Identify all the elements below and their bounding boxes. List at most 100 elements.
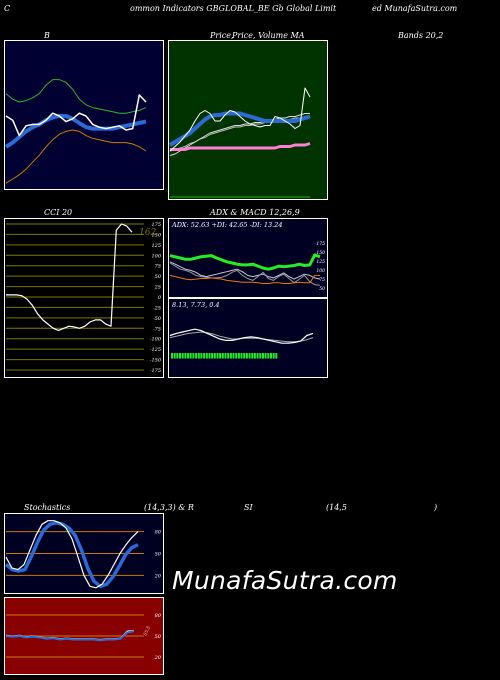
cci-tick-label: 75 xyxy=(155,264,161,270)
price-overlap-label: Price, xyxy=(210,31,234,40)
macd-chart: 8.13, 7.73, 0.4 xyxy=(168,298,328,378)
cci-tick-label: 125 xyxy=(151,243,161,249)
cci-label: CCI 20 xyxy=(44,208,73,217)
bb-label: B xyxy=(44,31,50,40)
cci-tick-label: 0 xyxy=(158,295,162,301)
macd-histogram-bar xyxy=(200,353,203,359)
adx-minus-di xyxy=(169,262,321,286)
cci-tick-label: 150 xyxy=(151,232,161,238)
macd-histogram-bar xyxy=(235,353,238,359)
cci-panel: 175 150 125 100 75 50 25 0 -25 -50 -75 -100 -125 -150… xyxy=(4,218,164,378)
cci-tick-label: -25 xyxy=(153,305,161,311)
macd-histogram-bar xyxy=(187,353,190,359)
macd-histogram-bar xyxy=(221,353,224,359)
cci-tick-label: 25 xyxy=(154,285,161,291)
rsi-params-label: (14,5 xyxy=(326,503,347,512)
adx-chart: 50 75 100 125 150 175 ADX: 52.63 +DI: 42.65 -D… xyxy=(168,218,328,298)
macd-histogram-bar xyxy=(224,353,227,359)
adx-tick-label: 100 xyxy=(316,268,325,274)
adx-tick-label: 75 xyxy=(319,277,325,283)
cci-tick-label: 100 xyxy=(151,253,161,259)
adx-line xyxy=(169,253,321,271)
cci-last-value: 162 xyxy=(139,228,156,238)
macd-histogram-bar xyxy=(232,353,235,359)
header-c-letter: C xyxy=(4,4,11,13)
watermark: MunafaSutra.com xyxy=(172,566,398,595)
stoch-label: Stochastics xyxy=(24,503,71,512)
macd-histogram-bar xyxy=(203,353,206,359)
bollinger-chart xyxy=(4,40,164,190)
macd-histogram-bar xyxy=(197,353,200,359)
pv-ma-long xyxy=(170,142,311,151)
header-title: ommon Indicators GBGLOBAL_BE Gb Global L… xyxy=(130,4,337,13)
macd-histogram-bar xyxy=(184,353,187,359)
stochastics-chart: 80 50 20 xyxy=(4,513,164,594)
macd-histogram-bar xyxy=(192,353,195,359)
macd-histogram-bar xyxy=(262,353,264,359)
macd-histogram-bar xyxy=(270,353,272,359)
adx-plus-di xyxy=(169,274,320,284)
price-volume-label: Price, Volume MA xyxy=(232,31,305,40)
bands-label: Bands 20,2 xyxy=(398,31,444,40)
adx-panel: 50 75 100 125 150 175 ADX: 52.63 +DI: 42.65 -D… xyxy=(168,218,328,298)
macd-histogram-bar xyxy=(248,353,251,359)
macd-histogram-bar xyxy=(179,353,181,359)
cci-tick-label: -100 xyxy=(150,337,162,343)
adx-tick-label: 125 xyxy=(316,259,325,265)
macd-histogram-bar xyxy=(227,353,230,359)
si-label: SI xyxy=(244,503,253,512)
macd-line xyxy=(169,328,314,344)
cci-tick-label: 50 xyxy=(155,274,162,280)
pv-ma-short xyxy=(168,111,311,147)
macd-histogram-bar xyxy=(259,353,262,359)
adx-tick-label: 50 xyxy=(319,286,325,292)
panel-background xyxy=(4,218,164,378)
macd-histogram-bar xyxy=(253,353,256,359)
macd-histogram-bar xyxy=(264,353,267,359)
macd-histogram-bar xyxy=(243,353,246,359)
cci-line xyxy=(6,223,133,332)
rsi-blue-line xyxy=(5,630,135,642)
price-volume-chart xyxy=(168,40,328,200)
cci-tick-label: -175 xyxy=(150,368,161,374)
stochastics-panel: 80 50 20 xyxy=(4,513,164,594)
macd-values-text: 8.13, 7.73, 0.4 xyxy=(172,301,220,309)
macd-histogram-bar xyxy=(275,353,278,359)
macd-histogram-bar xyxy=(240,353,243,359)
pv-price-line xyxy=(169,87,311,152)
price-volume-panel xyxy=(168,40,328,200)
macd-histogram-bar xyxy=(205,353,208,359)
stoch-k-line xyxy=(5,520,139,589)
rsi-panel: 80 50 20 55.5 xyxy=(4,597,164,675)
macd-histogram-bar xyxy=(256,353,259,359)
cci-tick-label: -125 xyxy=(150,347,161,353)
pv-ma-mid-a xyxy=(169,113,310,156)
macd-histogram-bar xyxy=(173,353,176,359)
bb-upper-band xyxy=(5,79,147,114)
adx-di-white xyxy=(169,261,321,280)
macd-histogram-bar xyxy=(208,353,211,359)
adx-tick-label: 175 xyxy=(316,241,325,247)
cci-tick-label: -50 xyxy=(153,316,162,322)
rsi-end-label: 55.5 xyxy=(142,625,152,637)
bollinger-panel xyxy=(4,40,164,190)
macd-histogram-bar xyxy=(272,353,275,359)
macd-histogram-bar xyxy=(189,353,192,359)
cci-chart: 175 150 125 100 75 50 25 0 -25 -50 -75 -100 -125 -150… xyxy=(4,218,164,378)
macd-histogram-bar xyxy=(195,353,198,359)
rsi-chart: 80 50 20 55.5 xyxy=(4,597,164,675)
bb-middle-band xyxy=(4,114,147,149)
macd-histogram-bar xyxy=(176,353,179,359)
stoch-tick-label: 80 xyxy=(155,530,162,536)
header-source: ed MunafaSutra.com xyxy=(372,4,458,13)
macd-histogram-bar xyxy=(171,353,173,359)
adx-macd-label: ADX & MACD 12,26,9 xyxy=(210,208,300,217)
macd-histogram-bar xyxy=(213,353,216,359)
stoch-params-label: (14,3,3) & R xyxy=(144,503,194,512)
rsi-tick-label: 80 xyxy=(155,613,162,619)
macd-histogram-bar xyxy=(267,353,270,359)
cci-tick-label: 175 xyxy=(151,222,161,228)
macd-panel: 8.13, 7.73, 0.4 xyxy=(168,298,328,378)
macd-histogram-bar xyxy=(245,353,248,359)
macd-histogram-bar xyxy=(216,353,219,359)
